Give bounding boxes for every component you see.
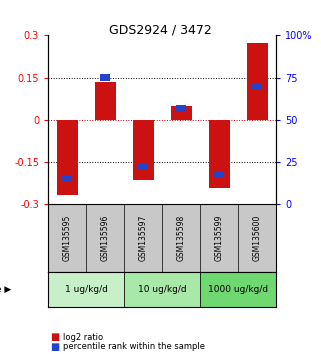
- Text: ■: ■: [50, 342, 59, 352]
- Text: GSM135598: GSM135598: [177, 215, 186, 261]
- Text: percentile rank within the sample: percentile rank within the sample: [63, 342, 204, 352]
- Text: log2 ratio: log2 ratio: [63, 332, 103, 342]
- Bar: [57, 120, 78, 195]
- Bar: [48, 272, 124, 307]
- Text: ■: ■: [50, 332, 59, 342]
- Text: 10 ug/kg/d: 10 ug/kg/d: [138, 285, 187, 294]
- Text: GSM135596: GSM135596: [100, 215, 110, 261]
- Bar: [200, 272, 276, 307]
- Text: GDS2924 / 3472: GDS2924 / 3472: [109, 23, 212, 36]
- Text: GSM135597: GSM135597: [139, 215, 148, 261]
- Bar: [138, 164, 148, 170]
- Bar: [133, 120, 153, 180]
- Text: 1 ug/kg/d: 1 ug/kg/d: [65, 285, 108, 294]
- Text: GSM135595: GSM135595: [63, 215, 72, 261]
- Bar: [171, 106, 192, 120]
- Bar: [124, 272, 200, 307]
- Text: GSM135599: GSM135599: [214, 215, 224, 261]
- Text: dose ▶: dose ▶: [0, 285, 12, 294]
- Bar: [214, 172, 224, 178]
- Bar: [209, 120, 230, 188]
- Bar: [100, 74, 110, 81]
- Text: 1000 ug/kg/d: 1000 ug/kg/d: [208, 285, 268, 294]
- Bar: [95, 82, 116, 120]
- Bar: [252, 83, 262, 89]
- Bar: [63, 176, 72, 182]
- Text: GSM135600: GSM135600: [253, 215, 262, 261]
- Bar: [177, 105, 186, 111]
- Bar: [247, 43, 267, 120]
